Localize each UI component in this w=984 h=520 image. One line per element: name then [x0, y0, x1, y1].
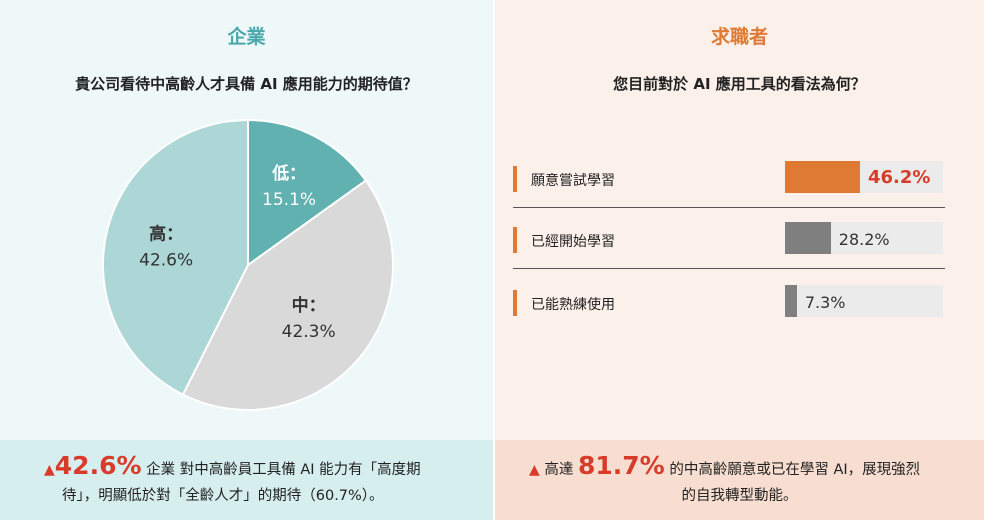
- bar-track: 46.2%: [785, 161, 943, 193]
- bar-category-label: 已能熟練使用: [531, 297, 615, 313]
- enterprise-title: 企業: [227, 26, 266, 48]
- jobseeker-question: 您目前對於 AI 應用工具的看法為何？: [613, 75, 866, 93]
- jobseeker-title: 求職者: [710, 26, 768, 48]
- triangle-up-icon: ▲: [44, 462, 55, 478]
- pie-slice-value-0: 15.1%: [262, 190, 316, 210]
- enterprise-footer-line1: ▲42.6% 企業 對中高齡員工具備 AI 能力有「高度期: [44, 451, 421, 482]
- bar-value-label: 46.2%: [868, 167, 931, 188]
- pie-slice-value-1: 42.3%: [282, 322, 336, 342]
- bar-accent: [513, 290, 517, 316]
- jobseeker-panel: 求職者 您目前對於 AI 應用工具的看法為何？ 願意嘗試學習 46.2% 已經開始學…: [495, 0, 984, 520]
- bar-fill: [785, 222, 831, 254]
- bar-row: 願意嘗試學習 46.2%: [513, 160, 945, 220]
- enterprise-question: 貴公司看待中高齡人才具備 AI 應用能力的期待值？: [75, 75, 418, 93]
- jobseeker-footer-line1: ▲ 高達 81.7% 的中高齡願意或已在學習 AI，展現強烈: [529, 451, 921, 482]
- pie-slice-value-2: 42.6%: [139, 251, 193, 271]
- enterprise-footer: ▲42.6% 企業 對中高齡員工具備 AI 能力有「高度期 待」，明顯低於對「全…: [0, 440, 493, 520]
- jobseeker-footer: ▲ 高達 81.7% 的中高齡願意或已在學習 AI，展現強烈 的自我轉型動能。: [495, 440, 984, 520]
- enterprise-footer-text2: 待」，明顯低於對「全齡人才」的期待（60.7%）。: [62, 488, 384, 504]
- jobseeker-footer-text2: 的自我轉型動能。: [681, 488, 798, 504]
- pie-slice-name-1: 中：: [292, 295, 326, 316]
- bar-category-label: 已經開始學習: [531, 234, 615, 250]
- pie-slice-2: [102, 118, 249, 396]
- ai-attitude-bar-chart: 願意嘗試學習 46.2% 已經開始學習 28.2% 已能熟練使用 7.3%: [495, 0, 984, 440]
- pie-slice-0: [247, 118, 368, 267]
- pie-slice-name-2: 高：: [149, 224, 183, 245]
- bar-fill: [785, 161, 860, 193]
- enterprise-panel: 企業 貴公司看待中高齡人才具備 AI 應用能力的期待值？ 低： 15.1% 中： 42…: [0, 0, 493, 520]
- triangle-up-icon: ▲: [529, 462, 540, 478]
- bar-category-label: 願意嘗試學習: [531, 173, 615, 189]
- enterprise-highlight: 42.6%: [54, 451, 142, 480]
- bar-row: 已能熟練使用 7.3%: [513, 284, 945, 344]
- bar-accent: [513, 166, 517, 192]
- jobseeker-footer-prefix: 高達: [544, 462, 574, 478]
- jobseeker-highlight: 81.7%: [578, 451, 665, 480]
- jobseeker-footer-text1: 的中高齡願意或已在學習 AI，展現強烈: [669, 462, 921, 478]
- bar-fill: [785, 285, 797, 317]
- pie-slice-name-0: 低：: [271, 163, 306, 184]
- bar-value-label: 7.3%: [804, 293, 846, 312]
- pie-slice-1: [181, 179, 394, 411]
- bar-track: 7.3%: [785, 285, 943, 317]
- enterprise-footer-text1: 企業 對中高齡員工具備 AI 能力有「高度期: [146, 462, 421, 478]
- bar-value-label: 28.2%: [838, 230, 890, 249]
- bar-divider: [513, 268, 945, 269]
- bar-accent: [513, 227, 517, 253]
- bar-track: 28.2%: [785, 222, 943, 254]
- bar-row: 已經開始學習 28.2%: [513, 221, 945, 281]
- expectation-pie-chart: 低： 15.1% 中： 42.3% 高： 42.6%: [102, 118, 394, 411]
- bar-divider: [513, 207, 945, 208]
